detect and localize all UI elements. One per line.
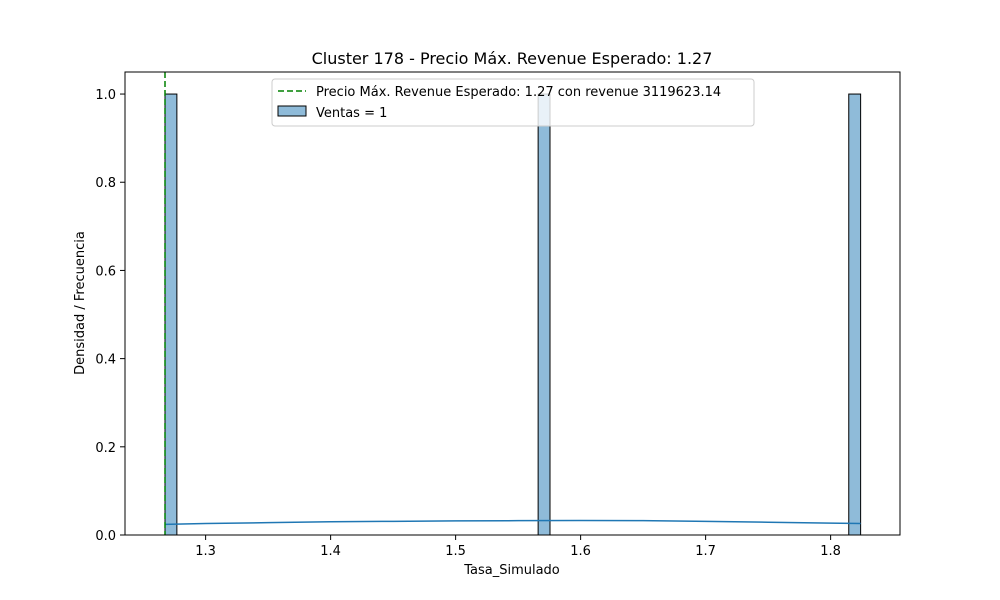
x-axis-ticks: 1.3 1.4 1.5 1.6 1.7 1.8 (195, 535, 841, 559)
histogram-bars (164, 93, 862, 536)
chart-title: Cluster 178 - Precio Máx. Revenue Espera… (312, 49, 713, 68)
legend: Precio Máx. Revenue Esperado: 1.27 con r… (271, 78, 755, 127)
y-tick-label: 1.0 (95, 88, 116, 103)
legend-histogram-swatch (277, 105, 307, 117)
y-axis-label: Densidad / Frecuencia (73, 231, 88, 375)
x-tick-label: 1.8 (820, 544, 841, 559)
y-tick-label: 0.8 (95, 176, 116, 191)
y-axis-ticks: 0.0 0.2 0.4 0.6 0.8 1.0 (95, 88, 125, 544)
y-tick-label: 0.6 (95, 264, 116, 279)
legend-histogram-label: Ventas = 1 (316, 106, 387, 121)
y-tick-label: 0.4 (95, 353, 116, 368)
plot-frame (124, 71, 901, 536)
legend-reference-line-label: Precio Máx. Revenue Esperado: 1.27 con r… (316, 85, 721, 100)
x-tick-label: 1.3 (195, 544, 216, 559)
histogram-bar (537, 93, 551, 536)
histogram-bar (848, 93, 862, 536)
kde-curve (164, 519, 861, 526)
y-tick-label: 0.0 (95, 529, 116, 544)
x-tick-label: 1.7 (695, 544, 716, 559)
x-tick-label: 1.5 (445, 544, 466, 559)
y-tick-label: 0.2 (95, 441, 116, 456)
x-axis-label: Tasa_Simulado (463, 563, 560, 578)
kde-layer (164, 519, 861, 526)
x-tick-label: 1.4 (320, 544, 341, 559)
histogram-bar (164, 93, 178, 536)
legend-box (271, 78, 755, 127)
x-tick-label: 1.6 (570, 544, 591, 559)
